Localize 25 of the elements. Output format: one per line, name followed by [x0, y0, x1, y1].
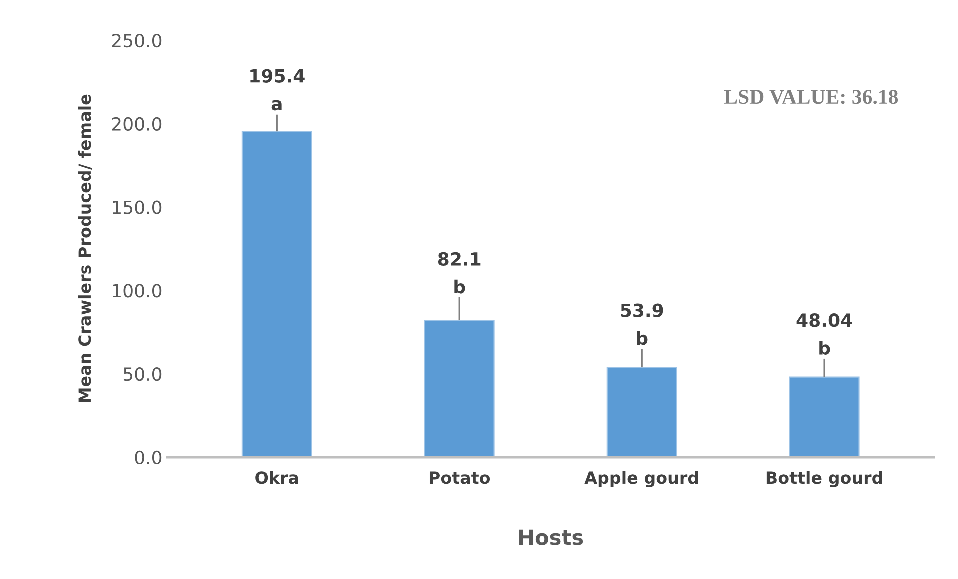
annotation: LSD VALUE: 36.18 [724, 90, 898, 104]
bar [424, 320, 495, 458]
bar [789, 376, 860, 458]
annotation: b [637, 331, 648, 346]
y-tick-label: 50.0 [124, 367, 162, 382]
annotation: a [272, 100, 282, 111]
x-tick-label: Apple gourd [584, 471, 698, 488]
x-tick-label: Potato [430, 472, 490, 484]
data-label: 48.04 [796, 314, 852, 328]
y-tick-label: 150.0 [113, 200, 162, 214]
bar [606, 366, 678, 458]
data-label: 82.1 [438, 252, 481, 266]
y-tick-label: 100.0 [113, 284, 162, 298]
annotation: b [820, 341, 830, 355]
bar [242, 131, 312, 458]
y-tick-label: 0.0 [135, 450, 162, 465]
x-tick-label: Okra [256, 471, 298, 484]
y-axis-title: Mean Crawlers Produced/ female [78, 94, 93, 402]
data-label: 195.4 [250, 69, 305, 83]
data-label: 53.9 [621, 304, 664, 318]
x-tick-label: Bottle gourd [766, 471, 882, 488]
annotation: b [454, 280, 466, 294]
x-axis-title: Hosts [520, 530, 584, 546]
y-tick-label: 250.0 [112, 34, 162, 48]
y-tick-label: 200.0 [112, 117, 162, 132]
